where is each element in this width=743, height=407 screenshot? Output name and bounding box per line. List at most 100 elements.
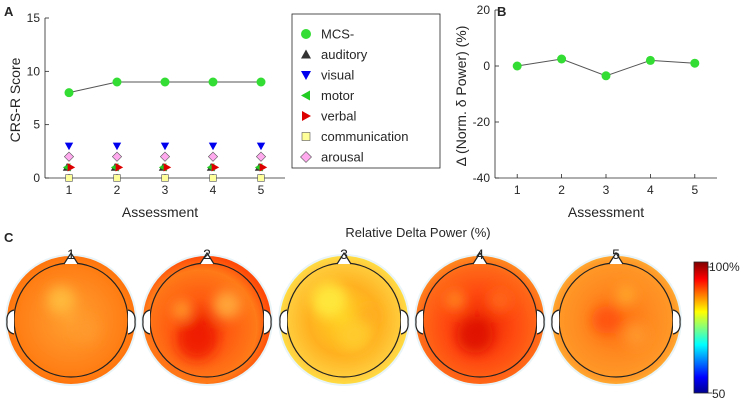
colorbar-max-label: 100% <box>709 260 740 274</box>
topomap-label-3: 3 <box>340 246 348 262</box>
legend-label-motor: motor <box>321 88 355 103</box>
panel-c-title: Relative Delta Power (%) <box>345 225 490 240</box>
legend-marker-mcs <box>301 29 311 39</box>
panel-a-ytick-label: 15 <box>27 11 41 25</box>
legend-label-communication: communication <box>321 129 408 144</box>
point-mcs-2 <box>112 77 122 87</box>
topomap-blob <box>592 306 620 334</box>
panel-a-xlabel: Assessment <box>122 204 198 220</box>
panel-a-xtick-label: 3 <box>162 183 169 197</box>
topomap-blob <box>624 323 648 347</box>
right-ear <box>127 309 136 335</box>
topomap-blob <box>359 305 379 325</box>
panel-a-chart: 0 5 10 15 1 2 3 4 5 Assessment CRS-R Score <box>7 11 285 220</box>
panel-b-xtick-label: 5 <box>691 183 698 197</box>
panel-a-axes: 0 5 10 15 1 2 3 4 5 <box>27 11 285 197</box>
panel-b-xtick-label: 1 <box>514 183 521 197</box>
topomap-blobs <box>47 286 98 342</box>
panel-a-xtick-label: 5 <box>258 183 265 197</box>
topomap-fill <box>143 256 271 384</box>
panel-b-ytick-label: -20 <box>473 115 491 129</box>
topomaps: 1 2 3 4 5 <box>5 246 682 386</box>
topomap-blobs <box>311 282 379 351</box>
point-arousal-3 <box>159 151 171 162</box>
panel-a-xtick-label: 1 <box>66 183 73 197</box>
panel-b-ylabel: Δ (Norm. δ Power) (%) <box>453 26 469 167</box>
legend-marker-arousal <box>300 151 312 163</box>
panel-label-b: B <box>497 4 506 19</box>
right-ear <box>672 309 681 335</box>
point-verbal-5 <box>259 163 268 172</box>
panel-b-xtick-label: 2 <box>558 183 565 197</box>
point-communication-1 <box>65 174 73 182</box>
point-visual-5 <box>256 142 266 151</box>
topomap-blob <box>74 318 98 342</box>
nose <box>608 251 624 265</box>
topomap-blob <box>445 290 465 310</box>
topomap-1: 1 <box>5 246 137 386</box>
colorbar <box>693 261 709 394</box>
panel-b-point-5 <box>690 58 700 68</box>
topomap-blob <box>311 282 347 318</box>
point-arousal-5 <box>255 151 267 162</box>
topomap-label-5: 5 <box>612 246 620 262</box>
point-arousal-4 <box>207 151 219 162</box>
nose <box>472 251 488 265</box>
legend-marker-communication <box>301 132 311 141</box>
panel-b-point-1 <box>512 61 522 71</box>
panel-a-xtick-label: 4 <box>210 183 217 197</box>
panel-b-chart: -40 -20 0 20 1 2 3 4 5 Assessment Δ (Norm. δ Pow… <box>453 3 717 220</box>
point-communication-2 <box>113 174 121 182</box>
panel-a-xtick-label: 2 <box>114 183 121 197</box>
point-mcs-3 <box>160 77 170 87</box>
point-verbal-3 <box>163 163 172 172</box>
point-mcs-5 <box>256 77 266 87</box>
legend-box <box>291 13 441 169</box>
legend-label-auditory: auditory <box>321 47 368 62</box>
panel-b-xtick-label: 3 <box>603 183 610 197</box>
topomap-blob <box>457 317 493 353</box>
point-arousal-1 <box>63 151 75 162</box>
panel-b-point-2 <box>557 54 567 64</box>
topomap-3: 3 <box>278 246 410 386</box>
left-ear <box>415 309 424 335</box>
topomap-blobs <box>445 288 512 353</box>
point-visual-1 <box>64 142 74 151</box>
panel-b-marks <box>512 54 700 81</box>
point-visual-4 <box>208 142 218 151</box>
topomap-2: 2 <box>141 246 273 386</box>
panel-a-ytick-label: 5 <box>33 118 40 132</box>
topomap-5: 5 <box>550 246 682 386</box>
panel-b-axes: -40 -20 0 20 1 2 3 4 5 <box>473 3 717 197</box>
topomap-label-4: 4 <box>476 246 484 262</box>
legend-marker-verbal <box>302 111 311 121</box>
nose <box>336 251 352 265</box>
panel-a-ylabel: CRS-R Score <box>7 57 23 142</box>
legend: MCS-auditory visual motor verbal communicati… <box>291 13 441 169</box>
point-arousal-2 <box>111 151 123 162</box>
panel-b-ytick-label: -40 <box>473 171 491 185</box>
legend-label-verbal: verbal <box>321 109 357 124</box>
panel-a-marks <box>62 77 268 182</box>
topomap-blob <box>338 319 370 351</box>
right-ear <box>536 309 545 335</box>
point-verbal-1 <box>67 163 76 172</box>
left-ear <box>142 309 151 335</box>
panel-b-point-4 <box>645 55 655 65</box>
legend-label-arousal: arousal <box>321 150 364 165</box>
topomap-blob <box>616 285 636 305</box>
point-verbal-2 <box>115 163 124 172</box>
topomap-label-2: 2 <box>203 246 211 262</box>
panel-label-a: A <box>4 4 14 19</box>
panel-b-ytick-label: 20 <box>477 3 491 17</box>
right-ear <box>400 309 409 335</box>
panel-a-ytick-label: 0 <box>33 171 40 185</box>
legend-label-mcs: MCS- <box>321 27 354 42</box>
topomap-blob <box>172 300 192 320</box>
point-communication-4 <box>209 174 217 182</box>
topomap-blob <box>488 288 512 312</box>
legend-marker-auditory <box>301 49 311 59</box>
point-communication-5 <box>257 174 265 182</box>
topomap-blobs <box>172 291 241 360</box>
